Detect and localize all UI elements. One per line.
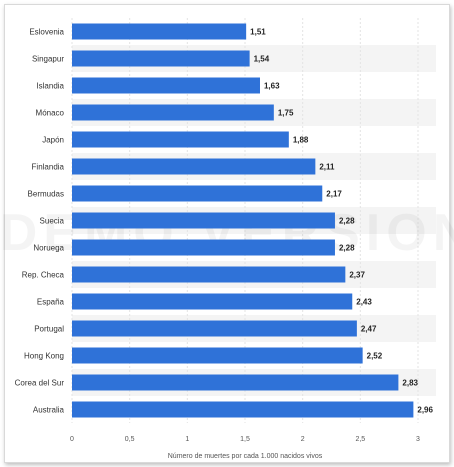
x-tick-label: 0,5 [125,436,135,443]
category-labels: Eslovenia Singapur Islandia Mónaco Japón Finl… [15,28,65,415]
bar [72,212,335,229]
value-label: 2,43 [356,298,372,307]
value-label: 2,28 [339,217,355,226]
category-label: Noruega [33,244,64,253]
category-label: Australia [33,406,65,415]
value-label: 2,96 [417,406,433,415]
x-axis-title: Número de muertes por cada 1.000 nacidos… [168,453,323,460]
value-label: 2,17 [326,190,342,199]
bar [72,185,323,202]
category-label: Bermudas [28,190,64,199]
value-label: 1,88 [293,136,309,145]
x-tick-label: 1 [185,436,189,443]
category-label: Corea del Sur [15,379,65,388]
bar [72,131,289,148]
value-label: 2,37 [349,271,365,280]
x-tick-label: 0 [70,436,74,443]
value-label: 2,28 [339,244,355,253]
category-label: Finlandia [32,163,65,172]
x-tick-label: 2,5 [355,436,365,443]
value-labels: 1,51 1,54 1,63 1,75 1,88 2,11 2,17 2,28 2,28 2,37… [250,28,433,415]
category-label: Singapur [32,55,64,64]
value-label: 1,75 [278,109,294,118]
category-label: Japón [42,136,64,145]
bar [72,266,346,283]
bar [72,23,247,40]
bar [72,320,357,337]
bar [72,239,335,256]
category-label: Rep. Checa [22,271,65,280]
category-label: Mónaco [36,109,65,118]
x-tick-label: 1,5 [240,436,250,443]
value-label: 2,47 [361,325,377,334]
bars [72,23,414,418]
category-label: Islandia [36,82,64,91]
bar [72,374,399,391]
category-label: España [37,298,65,307]
category-label: Eslovenia [29,28,64,37]
bar [72,77,260,94]
x-tick-label: 3 [416,436,420,443]
value-label: 1,54 [254,55,270,64]
value-label: 1,63 [264,82,280,91]
bar [72,158,316,175]
bar [72,50,250,67]
bar [72,401,414,418]
value-label: 2,52 [367,352,383,361]
x-axis-ticks: 0 0,5 1 1,5 2 2,5 3 [70,436,420,443]
bar [72,104,274,121]
x-tick-label: 2 [301,436,305,443]
value-label: 2,83 [402,379,418,388]
category-label: Hong Kong [24,352,64,361]
bar [72,293,353,310]
value-label: 2,11 [319,163,335,172]
bar [72,347,363,364]
value-label: 1,51 [250,28,266,37]
category-label: Suecia [40,217,65,226]
category-label: Portugal [34,325,64,334]
